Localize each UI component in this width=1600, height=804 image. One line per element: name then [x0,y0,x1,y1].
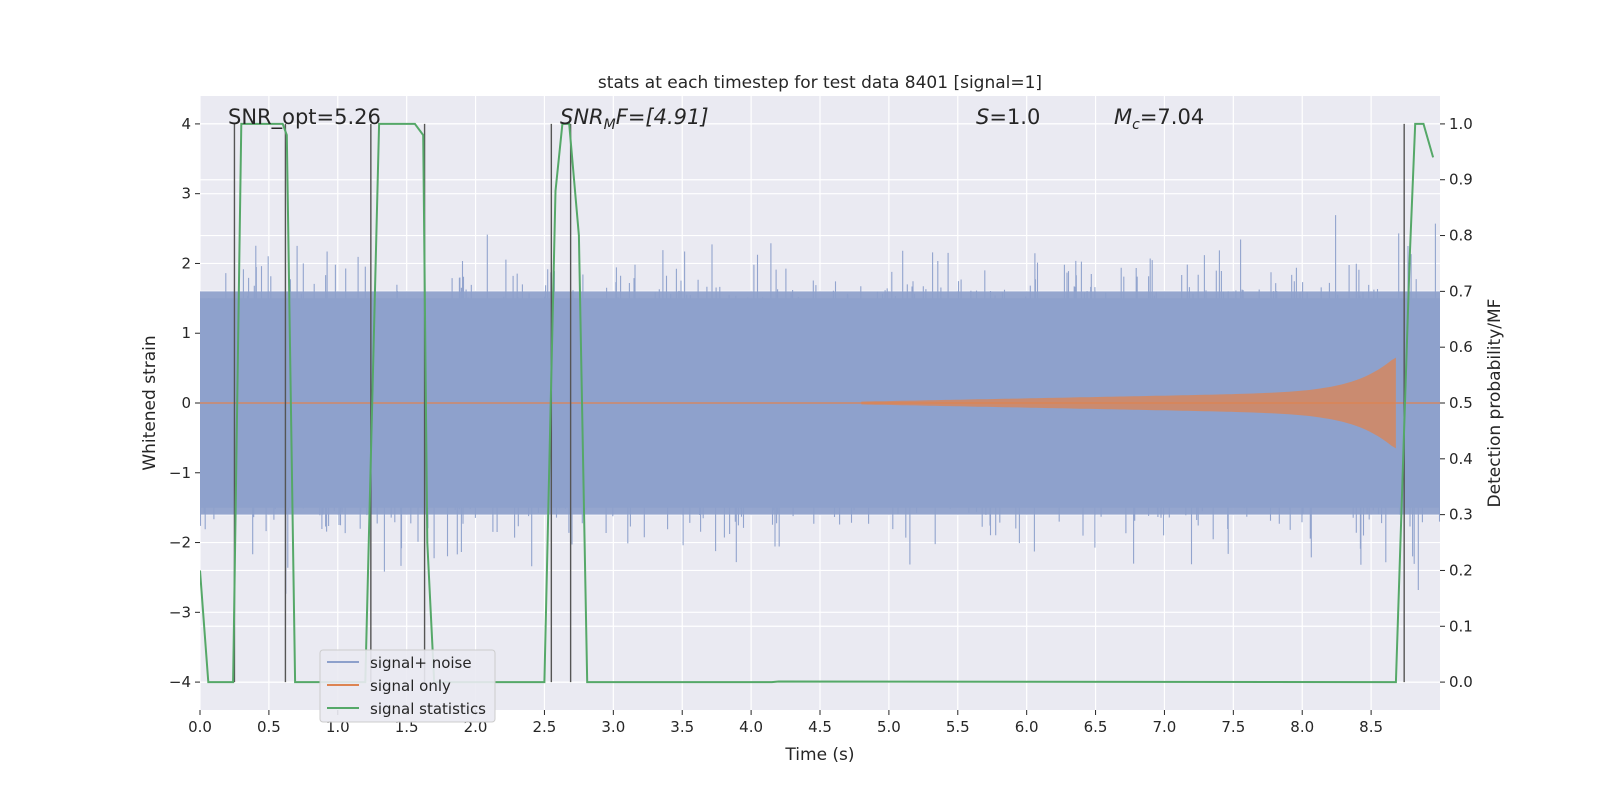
legend-label-statistics: signal statistics [370,700,486,718]
y-left-tick-label: −3 [169,603,191,621]
x-tick-label: 0.0 [188,718,212,736]
x-tick-label: 5.5 [946,718,970,736]
y-left-tick-label: 1 [181,324,191,342]
x-tick-label: 4.0 [739,718,763,736]
y-right-tick-label: 0.6 [1449,338,1473,356]
y-right-tick-label: 0.5 [1449,394,1473,412]
y-left-tick-label: −1 [169,464,191,482]
y-left-tick-label: 4 [181,115,191,133]
y-right-tick-label: 0.1 [1449,617,1473,635]
signal-only-series [200,357,1440,449]
legend: signal+ noise signal only signal statist… [319,649,496,723]
y-left-tick-label: 0 [181,394,191,412]
right-y-axis-label: Detection probability/MF [1485,299,1505,508]
x-tick-label: 2.5 [533,718,557,736]
annotation-snr-mf: SNRMF=[4.91] [560,105,709,133]
y-left-tick-label: 3 [181,185,191,203]
x-tick-label: 7.0 [1153,718,1177,736]
legend-box [319,649,496,723]
y-right-tick-label: 0.9 [1449,171,1473,189]
legend-label-signal: signal only [370,677,451,695]
chart-title: stats at each timestep for test data 840… [598,73,1042,93]
y-right-tick-label: 0.7 [1449,282,1473,300]
y-right-tick-label: 0.2 [1449,561,1473,579]
x-tick-label: 4.5 [808,718,832,736]
x-tick-label: 6.0 [1015,718,1039,736]
y-left-tick-label: 2 [181,254,191,272]
left-y-axis-label: Whitened strain [140,335,160,470]
annotation-s: S=1.0 [976,105,1040,129]
y-right-tick-label: 1.0 [1449,115,1473,133]
x-tick-label: 0.5 [257,718,281,736]
y-right-tick-label: 0.8 [1449,227,1473,245]
y-left-tick-label: −4 [169,673,191,691]
x-tick-label: 3.5 [670,718,694,736]
x-tick-label: 8.0 [1290,718,1314,736]
y-right-tick-label: 0.0 [1449,673,1473,691]
axes: 0.0 0.5 1.0 1.5 2.0 2.5 3.0 3.5 4.0 4.5 5.0 5.5 6.0 6… [169,115,1473,736]
y-right-tick-label: 0.3 [1449,506,1473,524]
annotation-mc: Mc=7.04 [1114,105,1204,133]
x-axis-label: Time (s) [784,745,854,765]
annotation-snr-opt: SNR_opt=5.26 [228,105,381,130]
x-tick-label: 8.5 [1359,718,1383,736]
x-tick-label: 7.5 [1221,718,1245,736]
x-tick-label: 5.0 [877,718,901,736]
y-left-tick-label: −2 [169,534,191,552]
signal-chirp-envelope [861,357,1396,449]
x-tick-label: 6.5 [1084,718,1108,736]
x-tick-label: 3.0 [601,718,625,736]
legend-label-noise: signal+ noise [370,654,472,672]
y-right-tick-label: 0.4 [1449,450,1473,468]
